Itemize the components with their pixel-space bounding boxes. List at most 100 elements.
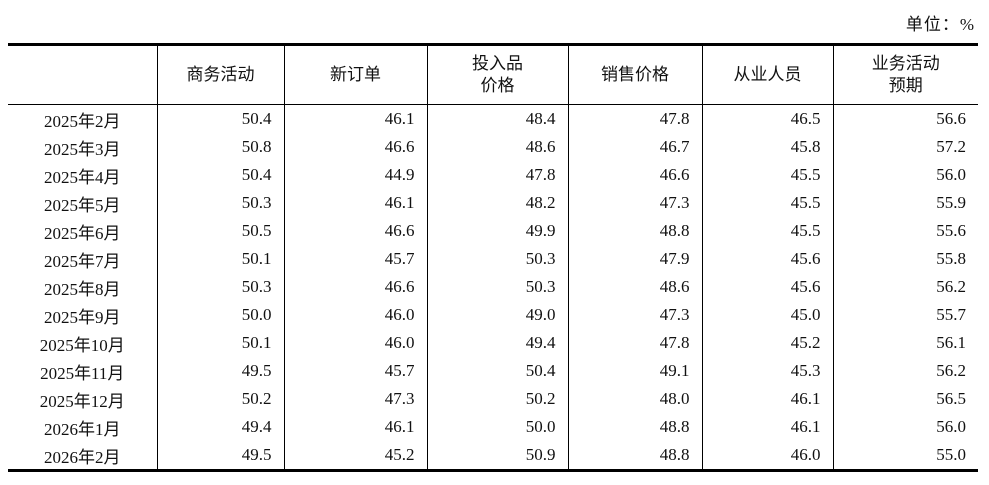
table-row: 2025年5月 50.3 46.1 48.2 47.3 45.5 55.9 bbox=[8, 189, 978, 217]
unit-label: 单位：% bbox=[905, 15, 975, 34]
table-cell-value: 47.8 bbox=[567, 329, 702, 357]
column-header: 销售价格 bbox=[567, 44, 702, 105]
table-cell-value: 46.0 bbox=[701, 441, 833, 471]
table-row: 2026年1月 49.4 46.1 50.0 48.8 46.1 56.0 bbox=[8, 413, 978, 441]
table-cell-value: 50.3 bbox=[426, 273, 568, 301]
table-row: 2026年2月 49.5 45.2 50.9 48.8 46.0 55.0 bbox=[8, 441, 978, 471]
table-cell-value: 45.2 bbox=[701, 329, 833, 357]
table-cell-value: 50.4 bbox=[426, 357, 568, 385]
table-cell-value: 50.4 bbox=[156, 161, 284, 189]
table-cell-value: 46.6 bbox=[283, 217, 427, 245]
table-cell-value: 46.1 bbox=[283, 413, 427, 441]
table-cell-value: 55.7 bbox=[832, 301, 978, 329]
table-cell-value: 45.5 bbox=[701, 189, 833, 217]
table-cell-value: 48.8 bbox=[567, 217, 702, 245]
table-cell-value: 45.7 bbox=[283, 245, 427, 273]
table-cell-value: 56.0 bbox=[832, 413, 978, 441]
table-cell-value: 45.0 bbox=[701, 301, 833, 329]
row-label-month: 2025年6月 bbox=[44, 223, 121, 243]
table-row: 2025年9月 50.0 46.0 49.0 47.3 45.0 55.7 bbox=[8, 301, 978, 329]
table-cell-value: 50.1 bbox=[156, 245, 284, 273]
table-cell-value: 47.8 bbox=[426, 161, 568, 189]
table-cell-value: 50.4 bbox=[156, 104, 284, 133]
row-label-month: 2026年2月 bbox=[44, 447, 121, 467]
table-row: 2025年3月 50.8 46.6 48.6 46.7 45.8 57.2 bbox=[8, 133, 978, 161]
row-label-month: 2026年1月 bbox=[44, 419, 121, 439]
table-cell-value: 48.0 bbox=[567, 385, 702, 413]
table-cell-value: 55.9 bbox=[832, 189, 978, 217]
table-cell-value: 46.6 bbox=[283, 273, 427, 301]
table-cell-value: 46.1 bbox=[701, 413, 833, 441]
column-header: 投入品 价格 bbox=[426, 44, 568, 105]
table-cell-value: 46.6 bbox=[567, 161, 702, 189]
table-cell-value: 45.2 bbox=[283, 441, 427, 471]
table-cell-value: 50.1 bbox=[156, 329, 284, 357]
table-cell-value: 50.0 bbox=[426, 413, 568, 441]
table-cell-value: 47.3 bbox=[283, 385, 427, 413]
table-cell-value: 47.3 bbox=[567, 189, 702, 217]
table-cell-value: 49.1 bbox=[567, 357, 702, 385]
table-header: 商务活动 新订单 投入品 价格 销售价格 从业人员 业务活动 预期 bbox=[8, 44, 978, 105]
table-cell-value: 46.1 bbox=[283, 189, 427, 217]
table-cell-value: 50.5 bbox=[156, 217, 284, 245]
row-label-month: 2025年12月 bbox=[39, 391, 125, 411]
table-row: 2025年7月 50.1 45.7 50.3 47.9 45.6 55.8 bbox=[8, 245, 978, 273]
table-cell-value: 48.6 bbox=[426, 133, 568, 161]
row-label-month: 2025年5月 bbox=[44, 195, 121, 215]
column-header: 业务活动 预期 bbox=[832, 44, 978, 105]
table-cell-value: 49.5 bbox=[156, 441, 284, 471]
table-row: 2025年11月 49.5 45.7 50.4 49.1 45.3 56.2 bbox=[8, 357, 978, 385]
row-label-month: 2025年9月 bbox=[44, 307, 121, 327]
table-cell-value: 50.3 bbox=[156, 273, 284, 301]
table-cell-value: 50.3 bbox=[426, 245, 568, 273]
table-cell-value: 46.1 bbox=[701, 385, 833, 413]
table-cell-value: 56.5 bbox=[832, 385, 978, 413]
table-cell-value: 55.0 bbox=[832, 441, 978, 471]
table-cell-value: 44.9 bbox=[283, 161, 427, 189]
table-cell-value: 46.6 bbox=[283, 133, 427, 161]
table-cell-value: 48.8 bbox=[567, 413, 702, 441]
table-cell-value: 48.2 bbox=[426, 189, 568, 217]
row-label-month: 2025年3月 bbox=[44, 139, 121, 159]
table-cell-value: 45.8 bbox=[701, 133, 833, 161]
column-header: 商务活动 bbox=[156, 44, 284, 105]
table-cell-value: 49.0 bbox=[426, 301, 568, 329]
table-cell-value: 47.9 bbox=[567, 245, 702, 273]
table-cell-value: 56.2 bbox=[832, 357, 978, 385]
table-cell-value: 46.1 bbox=[283, 104, 427, 133]
table-cell-value: 49.4 bbox=[156, 413, 284, 441]
table-cell-value: 46.7 bbox=[567, 133, 702, 161]
table-cell-value: 46.0 bbox=[283, 329, 427, 357]
table-row: 2025年10月 50.1 46.0 49.4 47.8 45.2 56.1 bbox=[8, 329, 978, 357]
pmi-indices-table: 商务活动 新订单 投入品 价格 销售价格 从业人员 业务活动 预期 2025年2月 50.4… bbox=[8, 43, 978, 472]
table-cell-value: 49.4 bbox=[426, 329, 568, 357]
table-row: 2025年2月 50.4 46.1 48.4 47.8 46.5 56.6 bbox=[8, 104, 978, 133]
column-header: 新订单 bbox=[283, 44, 427, 105]
table-cell-value: 48.4 bbox=[426, 104, 568, 133]
table-cell-value: 46.0 bbox=[283, 301, 427, 329]
table-cell-value: 56.1 bbox=[832, 329, 978, 357]
table-cell-value: 45.3 bbox=[701, 357, 833, 385]
row-label-month: 2025年4月 bbox=[44, 167, 121, 187]
table-row: 2025年4月 50.4 44.9 47.8 46.6 45.5 56.0 bbox=[8, 161, 978, 189]
table-cell-value: 49.5 bbox=[156, 357, 284, 385]
table-cell-value: 56.0 bbox=[832, 161, 978, 189]
table-cell-value: 45.5 bbox=[701, 161, 833, 189]
table-cell-value: 46.5 bbox=[701, 104, 833, 133]
row-label-month: 2025年8月 bbox=[44, 279, 121, 299]
table-cell-value: 57.2 bbox=[832, 133, 978, 161]
table-cell-value: 49.9 bbox=[426, 217, 568, 245]
table-body: 2025年2月 50.4 46.1 48.4 47.8 46.5 56.6 2025年3月 50… bbox=[8, 104, 978, 471]
table-cell-value: 50.2 bbox=[156, 385, 284, 413]
row-label-month: 2025年11月 bbox=[40, 363, 125, 383]
table-cell-value: 50.2 bbox=[426, 385, 568, 413]
table-cell-value: 45.7 bbox=[283, 357, 427, 385]
table-cell-value: 48.8 bbox=[567, 441, 702, 471]
column-header: 从业人员 bbox=[701, 44, 833, 105]
table-row: 2025年6月 50.5 46.6 49.9 48.8 45.5 55.6 bbox=[8, 217, 978, 245]
table-cell-value: 45.5 bbox=[701, 217, 833, 245]
table-cell-value: 50.8 bbox=[156, 133, 284, 161]
table-row: 2025年12月 50.2 47.3 50.2 48.0 46.1 56.5 bbox=[8, 385, 978, 413]
table-header-row: 商务活动 新订单 投入品 价格 销售价格 从业人员 业务活动 预期 bbox=[8, 44, 978, 105]
row-label-month: 2025年10月 bbox=[39, 335, 125, 355]
